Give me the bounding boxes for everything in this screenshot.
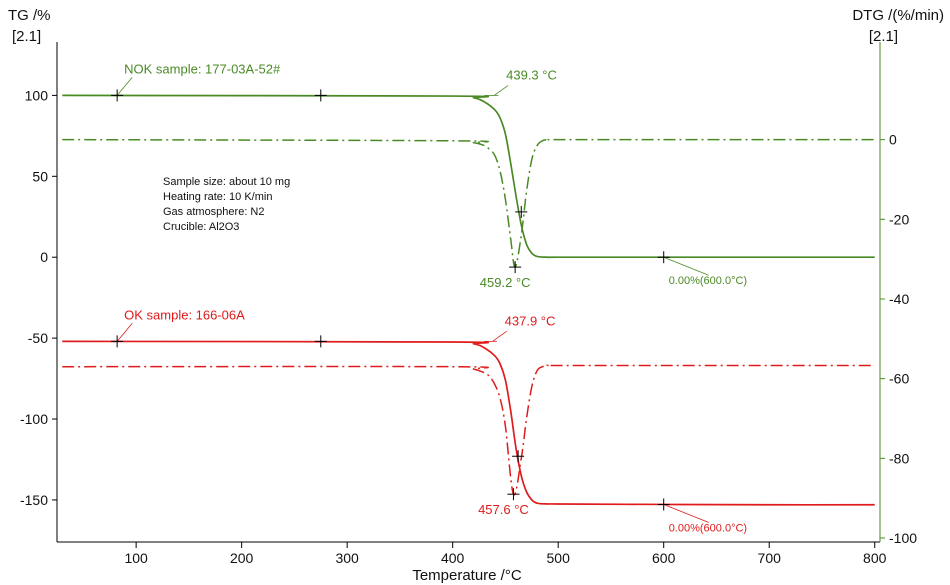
- ok-peak-label: 457.6 °C: [478, 502, 529, 517]
- ok-onset-leader: [492, 331, 507, 342]
- right-y-tick-label: -40: [889, 291, 909, 307]
- x-tick-label: 700: [758, 550, 782, 566]
- ok-crosshairs: [111, 335, 670, 511]
- info-heating-rate: Heating rate: 10 K/min: [163, 191, 272, 203]
- left-y-tick-label: 100: [25, 87, 49, 103]
- ok-series-label: OK sample: 166-06A: [124, 307, 245, 322]
- info-gas-atmosphere: Gas atmosphere: N2: [163, 206, 265, 218]
- nok-series-label: NOK sample: 177-03A-52#: [124, 61, 281, 76]
- x-tick-label: 400: [441, 550, 465, 566]
- x-tick-label: 200: [230, 550, 254, 566]
- right-y-tick-label: 0: [889, 132, 897, 148]
- experiment-info: Sample size: about 10 mg Heating rate: 1…: [163, 176, 290, 233]
- x-axis-title: Temperature /°C: [412, 567, 522, 584]
- nok-onset-label: 439.3 °C: [506, 67, 557, 82]
- nok-crosshairs: [111, 89, 670, 274]
- ok-onset-label: 437.9 °C: [505, 313, 556, 328]
- x-ticks: 100 200 300 400 500 600 700 800: [124, 542, 887, 566]
- right-y-tick-label: -100: [889, 530, 917, 546]
- x-tick-label: 800: [863, 550, 887, 566]
- nok-onset-leader: [493, 85, 509, 96]
- ok-dtg-curve: [62, 364, 875, 496]
- x-tick-label: 300: [335, 550, 359, 566]
- series-nok: NOK sample: 177-03A-52# 439.3 °C 459.2 °…: [62, 61, 875, 290]
- info-crucible: Crucible: Al2O3: [163, 221, 239, 233]
- right-y-tick-label: -20: [889, 211, 909, 227]
- ok-residue-label: 0.00%(600.0°C): [669, 522, 747, 534]
- nok-tg-curve: [62, 94, 875, 259]
- right-y-tick-label: -60: [889, 371, 909, 387]
- ok-tg-curve: [62, 340, 875, 506]
- left-y-tick-label: 50: [32, 168, 48, 184]
- right-axis-title: DTG /(%/min): [852, 7, 944, 24]
- left-y-tick-label: 0: [40, 249, 48, 265]
- x-tick-label: 500: [547, 550, 571, 566]
- left-y-tick-label: -150: [20, 492, 48, 508]
- nok-dtg-curve: [62, 138, 875, 268]
- left-axis-title: TG /%: [8, 7, 51, 24]
- nok-peak-label: 459.2 °C: [480, 275, 531, 290]
- x-tick-label: 600: [652, 550, 676, 566]
- right-axis-subtitle: [2.1]: [869, 28, 898, 45]
- left-y-tick-label: -100: [20, 411, 48, 427]
- x-tick-label: 100: [124, 550, 148, 566]
- right-y-ticks: 0 -20 -40 -60 -80 -100: [880, 132, 917, 546]
- ok-residue-leader: [663, 504, 709, 523]
- series-ok: OK sample: 166-06A 437.9 °C 457.6 °C 0.0…: [62, 307, 875, 534]
- left-y-tick-label: -50: [28, 330, 48, 346]
- right-y-tick-label: -80: [889, 450, 909, 466]
- nok-residue-label: 0.00%(600.0°C): [669, 275, 747, 287]
- nok-residue-leader: [663, 256, 709, 276]
- ok-label-leader: [116, 323, 133, 342]
- left-axis-subtitle: [2.1]: [12, 28, 41, 45]
- info-sample-size: Sample size: about 10 mg: [163, 176, 290, 188]
- nok-label-leader: [116, 77, 133, 96]
- left-y-ticks: 100 50 0 -50 -100 -150: [20, 87, 57, 508]
